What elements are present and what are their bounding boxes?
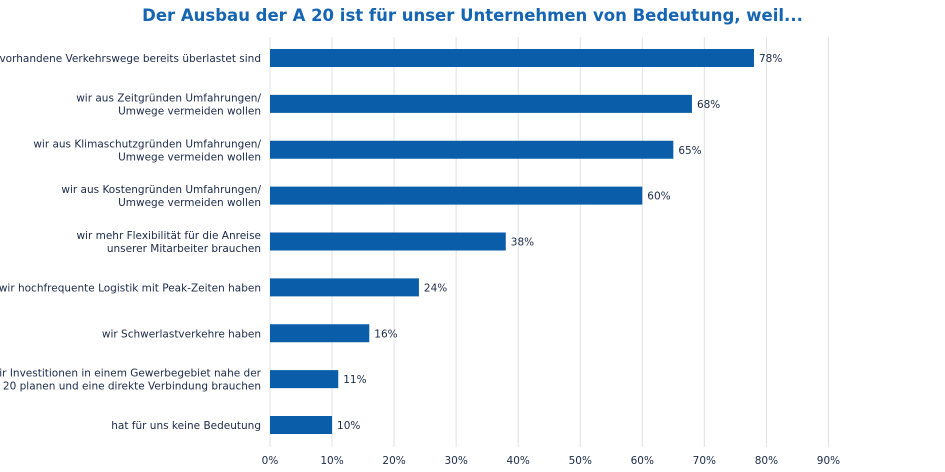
x-tick-label: 30% (444, 455, 467, 467)
bar-value-label: 10% (337, 420, 360, 432)
bar (270, 324, 370, 343)
chart-title: Der Ausbau der A 20 ist für unser Untern… (142, 6, 803, 25)
category-label: wir aus Kostengründen Umfahrungen/Umwege… (61, 184, 261, 209)
x-tick-label: 20% (382, 455, 405, 467)
bar-value-label: 38% (511, 237, 534, 249)
bar (270, 94, 692, 113)
bar (270, 140, 674, 159)
x-tick-label: 10% (320, 455, 343, 467)
category-label: wir Schwerlastverkehre haben (102, 328, 261, 340)
category-label: wir mehr Flexibilität für die Anreise uns… (76, 230, 261, 255)
x-tick-label: 60% (631, 455, 654, 467)
x-tick-label: 0% (262, 455, 279, 467)
x-tick-label: 70% (693, 455, 716, 467)
bar-value-label: 68% (697, 99, 720, 111)
bar (270, 416, 333, 434)
category-label: hat für uns keine Bedeutung (111, 420, 261, 432)
bar (270, 278, 419, 297)
x-tick-label: 50% (569, 455, 592, 467)
bar (270, 186, 643, 205)
x-tick-label: 80% (755, 455, 778, 467)
x-tick-label: 40% (507, 455, 530, 467)
bar-value-label: 11% (343, 374, 366, 386)
bar-value-label: 60% (647, 191, 670, 203)
category-label: wir hochfrequente Logistik mit Peak-Zeit… (0, 282, 261, 294)
category-label: vorhandene Verkehrswege bereits überlast… (0, 53, 261, 65)
bars (270, 49, 754, 434)
category-label: wir aus Klimaschutzgründen Umfahrungen/U… (33, 138, 261, 163)
x-tick-label: 90% (817, 455, 840, 467)
bar (270, 49, 754, 67)
bar-value-label: 78% (759, 53, 782, 65)
category-label: wir aus Zeitgründen Umfahrungen/Umwege v… (76, 92, 261, 117)
category-label: wir Investitionen in einem Gewerbegebiet… (0, 368, 262, 393)
bar (270, 370, 339, 389)
bar-value-label: 65% (678, 145, 701, 157)
bar (270, 232, 506, 251)
labels: 0% 10% 20% 30% 40% 50% 60% 70% 80% 90% 78% vorhande… (0, 53, 840, 467)
bar-value-label: 16% (374, 328, 397, 340)
bar-value-label: 24% (424, 282, 447, 294)
